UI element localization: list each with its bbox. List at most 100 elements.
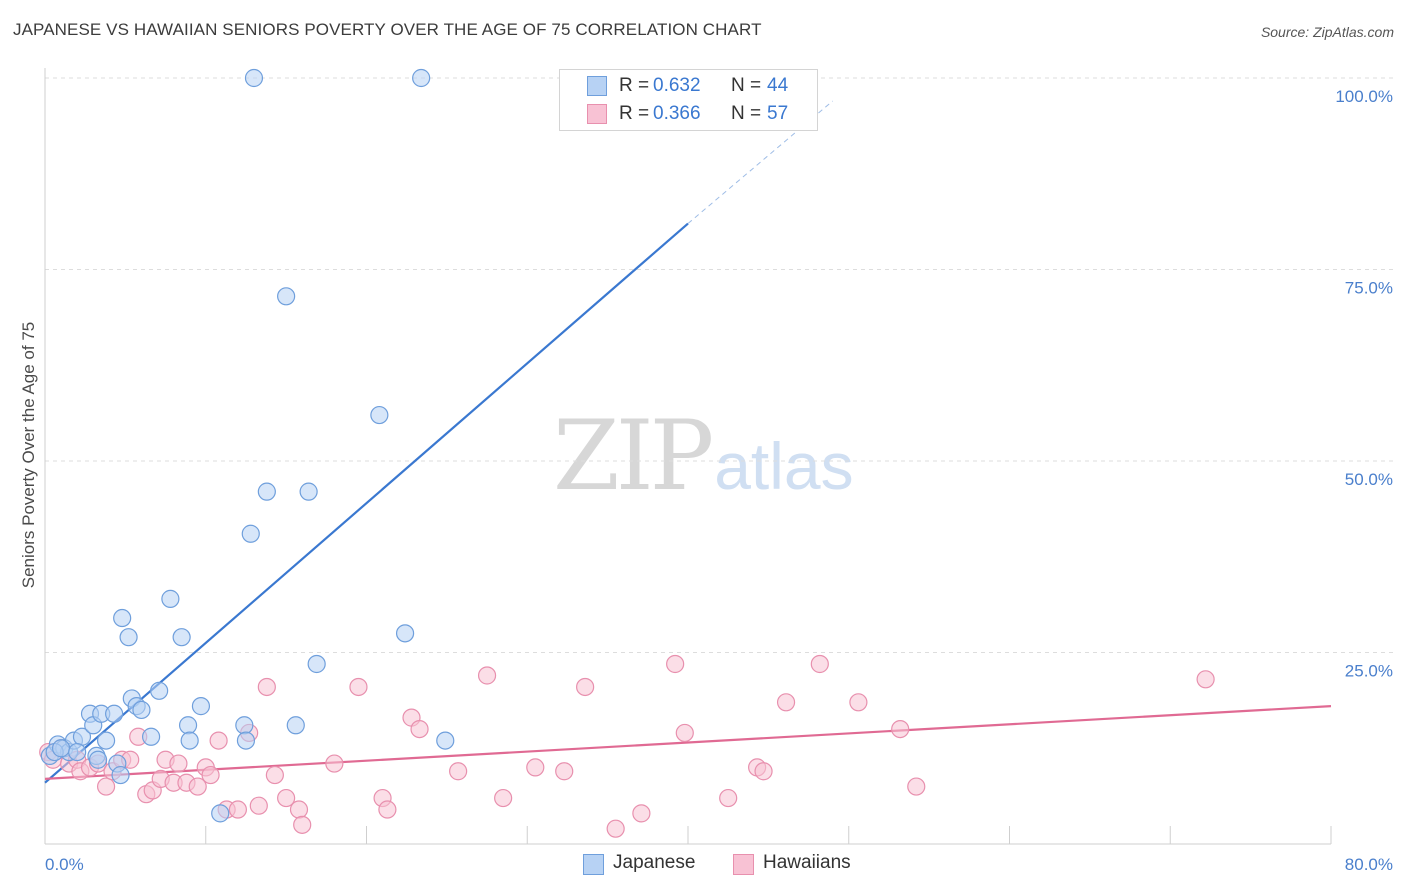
grid-lines (45, 77, 1395, 653)
data-point-hawaiians (265, 765, 284, 785)
data-point-japanese (244, 68, 264, 88)
data-point-japanese (241, 524, 260, 543)
data-point-hawaiians (555, 762, 574, 781)
data-point-japanese (141, 727, 161, 746)
data-point-hawaiians (188, 777, 207, 796)
legend-label-japanese: Japanese (613, 852, 696, 873)
legend-n-value: 44 (767, 75, 789, 96)
legend-swatch-hawaiians (733, 854, 754, 875)
data-point-japanese (150, 681, 169, 700)
x-tick-label: 80.0% (1345, 855, 1393, 874)
legend-n-label: N = (731, 75, 762, 96)
legend-swatch-japanese (587, 76, 607, 96)
legend-swatch-hawaiians (587, 104, 607, 124)
trend-lines (44, 100, 1332, 784)
y-tick-label: 75.0% (1345, 279, 1393, 298)
data-point-japanese (257, 482, 276, 501)
data-point-japanese (235, 716, 254, 735)
data-point-hawaiians (526, 758, 545, 777)
data-point-japanese (119, 628, 138, 647)
data-point-hawaiians (891, 719, 910, 739)
trend-extension-japanese (687, 100, 833, 224)
data-point-hawaiians (349, 677, 368, 697)
y-axis-label: Seniors Poverty Over the Age of 75 (19, 322, 38, 588)
legend-n-value: 57 (767, 103, 789, 124)
data-point-japanese (436, 731, 455, 750)
data-point-hawaiians (849, 693, 868, 712)
data-point-japanese (412, 68, 431, 88)
data-point-hawaiians (201, 765, 220, 785)
data-point-japanese (178, 716, 198, 735)
series-legend: Japanese Hawaiians (0, 852, 1406, 878)
legend-n-label: N = (731, 103, 762, 124)
data-point-japanese (132, 700, 151, 720)
source-label: Source: ZipAtlas.com (1260, 24, 1394, 40)
legend-label-hawaiians: Hawaiians (763, 852, 851, 873)
data-point-hawaiians (576, 677, 595, 697)
data-point-japanese (96, 731, 116, 750)
data-point-hawaiians (96, 777, 116, 796)
data-point-japanese (307, 654, 326, 674)
data-point-hawaiians (810, 654, 829, 674)
data-point-hawaiians (169, 754, 188, 773)
legend-r-value: 0.632 (653, 75, 701, 96)
data-point-hawaiians (632, 804, 651, 823)
data-point-japanese (395, 624, 415, 643)
legend-row-hawaiians: R = 0.366 N = 57 (560, 101, 817, 127)
data-point-hawaiians (228, 800, 247, 819)
data-point-japanese (277, 287, 296, 306)
data-point-hawaiians (378, 800, 397, 819)
legend-r-label: R = (619, 75, 650, 96)
zipatlas-watermark: ZIPatlas (553, 400, 854, 512)
data-point-japanese (161, 589, 180, 608)
data-point-hawaiians (666, 654, 685, 674)
data-point-hawaiians (249, 796, 268, 815)
data-point-japanese (286, 716, 305, 735)
watermark-zip: ZIP (553, 400, 714, 512)
data-point-hawaiians (410, 719, 429, 739)
data-point-japanese (370, 405, 389, 425)
data-point-japanese (211, 804, 230, 823)
stats-legend: R = 0.632 N = 44 R = 0.366 N = 57 (559, 69, 818, 131)
data-point-japanese (88, 750, 108, 769)
axes (44, 68, 1332, 845)
trend-line-hawaiians (44, 705, 1332, 780)
tick-labels: 25.0% 50.0% 75.0% 100.0% 0.0% 80.0% (45, 87, 1393, 874)
data-point-hawaiians (494, 788, 513, 808)
legend-row-japanese: R = 0.632 N = 44 (560, 73, 817, 99)
data-point-japanese (105, 704, 124, 723)
data-point-hawaiians (754, 762, 773, 781)
data-point-japanese (51, 739, 71, 758)
legend-r-label: R = (619, 103, 650, 124)
y-tick-label: 50.0% (1345, 470, 1393, 489)
data-point-japanese (191, 697, 211, 716)
data-point-hawaiians (776, 693, 796, 712)
chart-title: JAPANESE VS HAWAIIAN SENIORS POVERTY OVE… (13, 20, 762, 39)
data-point-hawaiians (209, 731, 228, 750)
y-tick-label: 25.0% (1345, 662, 1393, 681)
data-point-hawaiians (719, 788, 738, 808)
data-point-hawaiians (293, 815, 312, 834)
data-point-japanese (236, 731, 256, 750)
data-point-hawaiians (606, 819, 625, 838)
x-tick-label: 0.0% (45, 855, 84, 874)
data-point-japanese (299, 482, 318, 501)
data-point-hawaiians (1196, 670, 1215, 689)
data-point-japanese (68, 742, 87, 762)
data-point-hawaiians (325, 754, 344, 773)
data-point-hawaiians (907, 777, 926, 796)
data-point-japanese (113, 608, 132, 628)
legend-r-value: 0.366 (653, 103, 701, 124)
data-points (39, 68, 1215, 838)
data-point-japanese (111, 765, 130, 785)
watermark-atlas: atlas (714, 429, 854, 503)
y-tick-label: 100.0% (1335, 87, 1393, 106)
data-point-hawaiians (477, 666, 497, 685)
data-point-japanese (180, 731, 199, 750)
legend-swatch-japanese (583, 854, 604, 875)
data-point-hawaiians (257, 677, 276, 697)
data-point-hawaiians (449, 762, 468, 781)
data-point-hawaiians (277, 788, 296, 808)
data-point-japanese (172, 628, 191, 647)
